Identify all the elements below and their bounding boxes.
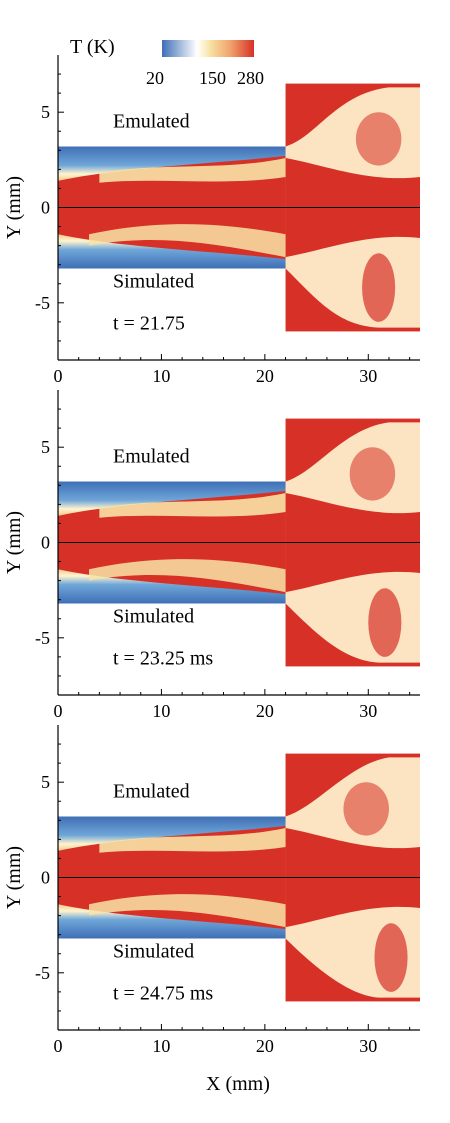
emulated-label: Emulated [113, 780, 190, 802]
y-axis-label: Y (mm) [3, 511, 25, 574]
x-tick-label: 0 [54, 701, 63, 721]
cold-band-top [58, 816, 286, 851]
y-tick-label: 5 [41, 772, 50, 792]
emulated-label: Emulated [113, 445, 190, 467]
cold-band-top [58, 481, 286, 516]
panel-2: -5 0 5 0 10 20 30 Y (mm) Emulated Simulated t = 23… [3, 390, 420, 721]
hot-pocket-lower [362, 253, 396, 322]
hot-pocket-upper [349, 447, 396, 501]
x-tick-label: 20 [256, 366, 274, 386]
x-tick-label: 10 [152, 1036, 170, 1056]
y-axis-label: Y (mm) [3, 846, 25, 909]
emulated-label: Emulated [113, 110, 190, 132]
x-tick-label: 10 [152, 701, 170, 721]
cold-band-bottom [58, 234, 286, 269]
mixing-layer-top [99, 157, 286, 183]
cold-band-bottom [58, 904, 286, 939]
y-tick-label: -5 [35, 628, 50, 648]
x-tick-label: 0 [54, 1036, 63, 1056]
y-tick-label: -5 [35, 963, 50, 983]
mixing-layer-bottom [89, 559, 286, 593]
mixing-layer-bottom [89, 224, 286, 258]
simulated-label: Simulated [113, 941, 194, 963]
y-tick-label: 5 [41, 102, 50, 122]
y-axis-label: Y (mm) [3, 176, 25, 239]
colorbar-title: T (K) [70, 36, 115, 58]
colorbar-tick-high: 280 [237, 68, 264, 88]
time-label: t = 21.75 [113, 313, 185, 335]
x-tick-label: 0 [54, 366, 63, 386]
panel-1: -5 0 5 0 10 20 30 Y (mm) Emulated Simulated t = 21… [3, 55, 420, 386]
x-axis-label: X (mm) [206, 1073, 270, 1095]
x-tick-label: 30 [359, 1036, 377, 1056]
panel-3: -5 0 5 0 10 20 30 Y (mm) Emulated Simulated t = 24… [3, 725, 420, 1056]
hot-pocket-lower [374, 923, 408, 992]
time-label: t = 23.25 ms [113, 648, 213, 670]
hot-pocket-upper [343, 782, 389, 836]
cold-band-top [58, 146, 286, 181]
colorbar-tick-low: 20 [146, 68, 164, 88]
x-tick-label: 30 [359, 701, 377, 721]
y-tick-label: 0 [41, 533, 50, 553]
y-tick-label: 0 [41, 868, 50, 888]
mixing-layer-bottom [89, 894, 286, 928]
hot-pocket-lower [368, 588, 402, 657]
hot-pocket-upper [355, 112, 402, 166]
colorbar: T (K) 20 150 280 [70, 36, 264, 88]
x-tick-label: 20 [256, 701, 274, 721]
y-tick-label: -5 [35, 293, 50, 313]
simulated-label: Simulated [113, 606, 194, 628]
x-tick-label: 30 [359, 366, 377, 386]
colorbar-gradient [162, 40, 254, 57]
cold-band-bottom [58, 569, 286, 604]
time-label: t = 24.75 ms [113, 983, 213, 1005]
y-tick-label: 5 [41, 437, 50, 457]
mixing-layer-top [99, 827, 286, 853]
x-tick-label: 10 [152, 366, 170, 386]
simulated-label: Simulated [113, 271, 194, 293]
panels-container: -5 0 5 0 10 20 30 Y (mm) Emulated Simulated t = 21… [3, 55, 420, 1056]
y-tick-label: 0 [41, 198, 50, 218]
mixing-layer-top [99, 492, 286, 518]
x-tick-label: 20 [256, 1036, 274, 1056]
colorbar-tick-mid: 150 [199, 68, 226, 88]
